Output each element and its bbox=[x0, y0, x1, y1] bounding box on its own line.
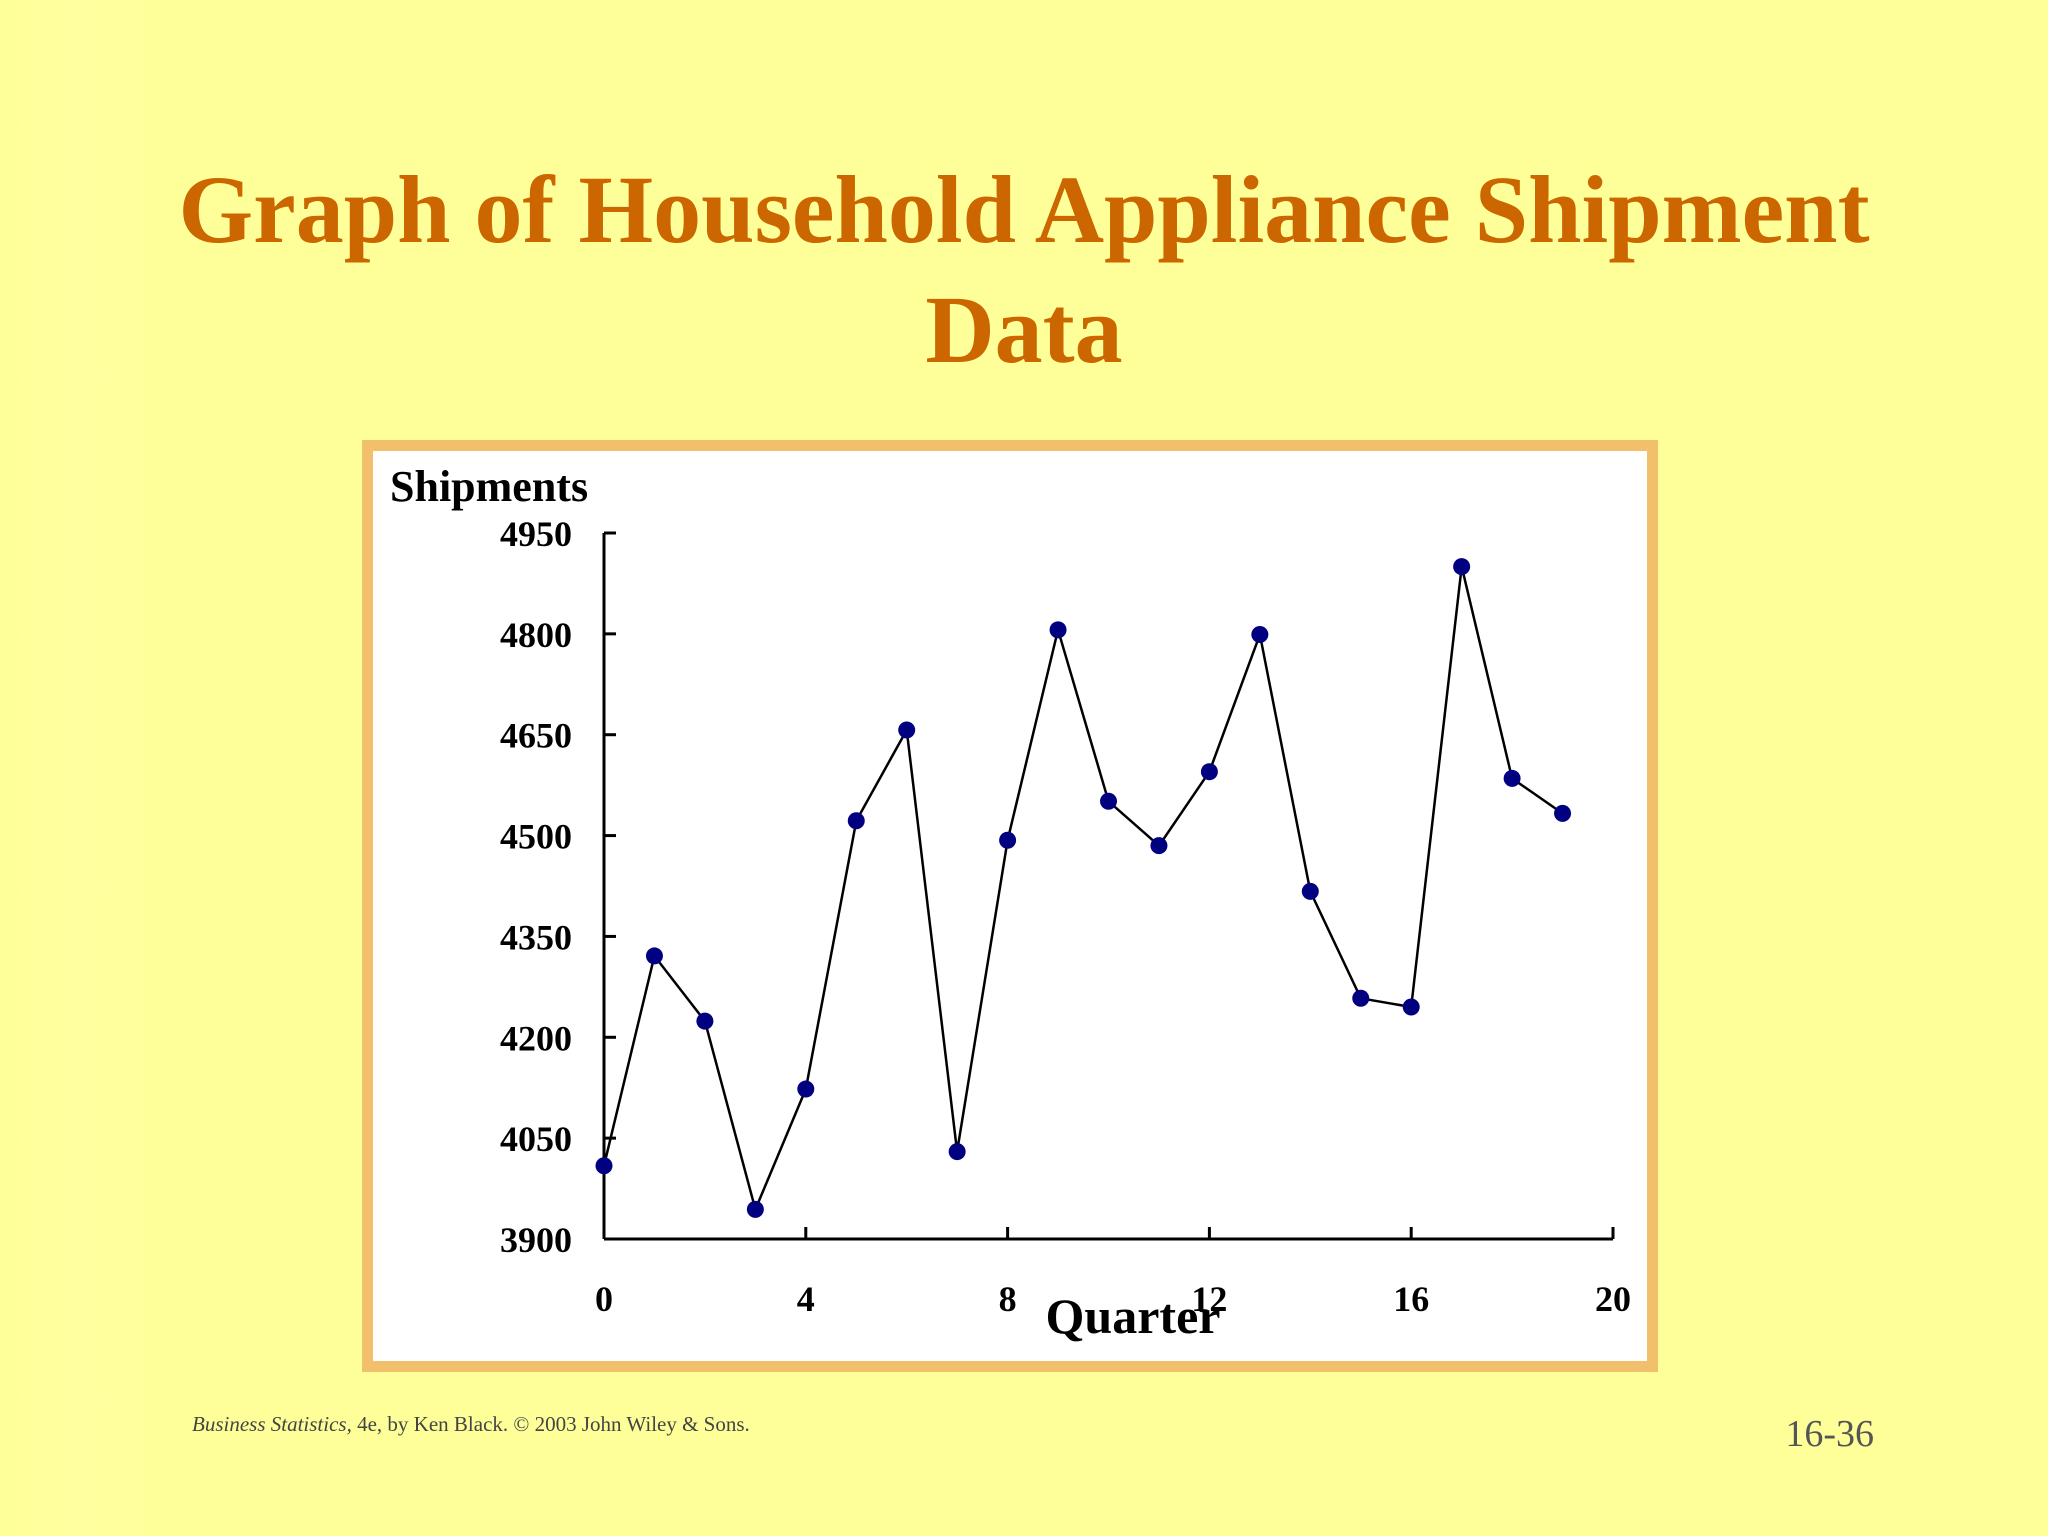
series-line bbox=[602, 566, 1564, 1214]
data-point bbox=[1150, 837, 1168, 855]
slide-title-line-1: Graph of Household Appliance Shipment bbox=[178, 156, 1870, 263]
data-point bbox=[948, 1143, 966, 1161]
footer-credit: Business Statistics, 4e, by Ken Black. ©… bbox=[192, 1412, 750, 1437]
y-tick-label: 4500 bbox=[500, 817, 572, 857]
x-tick-label: 8 bbox=[999, 1279, 1017, 1319]
data-point bbox=[847, 812, 865, 830]
chart-series bbox=[595, 558, 1572, 1218]
data-point bbox=[1453, 558, 1471, 576]
data-point bbox=[999, 831, 1017, 849]
y-tick-label: 4050 bbox=[500, 1119, 572, 1159]
footer-book-title: Business Statistics, bbox=[192, 1412, 352, 1436]
line-chart: Shipments Quarter 3900405042004350450046… bbox=[390, 462, 1631, 1344]
x-tick-label: 16 bbox=[1393, 1279, 1429, 1319]
y-tick-label: 4200 bbox=[500, 1018, 572, 1058]
data-point bbox=[1200, 763, 1218, 781]
y-tick-label: 4800 bbox=[500, 615, 572, 655]
y-axis-label: Shipments bbox=[390, 462, 588, 511]
slide-title-line-2: Data bbox=[925, 276, 1123, 383]
chart-axes bbox=[602, 533, 1613, 1241]
y-tick-label: 4350 bbox=[500, 917, 572, 957]
data-point bbox=[595, 1157, 613, 1175]
data-point bbox=[1049, 621, 1067, 639]
data-point bbox=[1503, 769, 1521, 787]
data-point bbox=[898, 721, 916, 739]
data-point bbox=[1554, 804, 1572, 822]
x-tick-label: 0 bbox=[595, 1279, 613, 1319]
slide-number: 16-36 bbox=[1785, 1413, 1874, 1455]
data-point bbox=[1352, 989, 1370, 1007]
y-tick-label: 4650 bbox=[500, 716, 572, 756]
data-point bbox=[1100, 792, 1117, 810]
x-tick-label: 20 bbox=[1595, 1279, 1631, 1319]
x-axis-label: Quarter bbox=[1046, 1288, 1221, 1344]
y-tick-label: 4950 bbox=[500, 514, 572, 554]
data-point bbox=[797, 1080, 815, 1098]
data-point bbox=[696, 1012, 714, 1030]
y-tick-label: 3900 bbox=[500, 1220, 572, 1260]
data-point bbox=[1251, 626, 1269, 644]
chart-ticks: 3900 4050 4200 4350 4500 4650 4800 4950 0 4 8 12 16 2… bbox=[500, 514, 1631, 1319]
x-tick-label: 4 bbox=[797, 1279, 815, 1319]
data-point bbox=[746, 1200, 764, 1218]
data-point bbox=[1301, 882, 1319, 900]
data-point bbox=[1402, 998, 1420, 1016]
x-tick-label: 12 bbox=[1191, 1279, 1227, 1319]
chart-frame: Shipments Quarter 3900 4050 4200 4350 4500 46… bbox=[362, 440, 1658, 1372]
data-point bbox=[645, 947, 663, 965]
footer-publisher: 4e, by Ken Black. © 2003 John Wiley & So… bbox=[351, 1412, 750, 1436]
slide-title: Graph of Household Appliance Shipment Da… bbox=[0, 150, 2048, 390]
